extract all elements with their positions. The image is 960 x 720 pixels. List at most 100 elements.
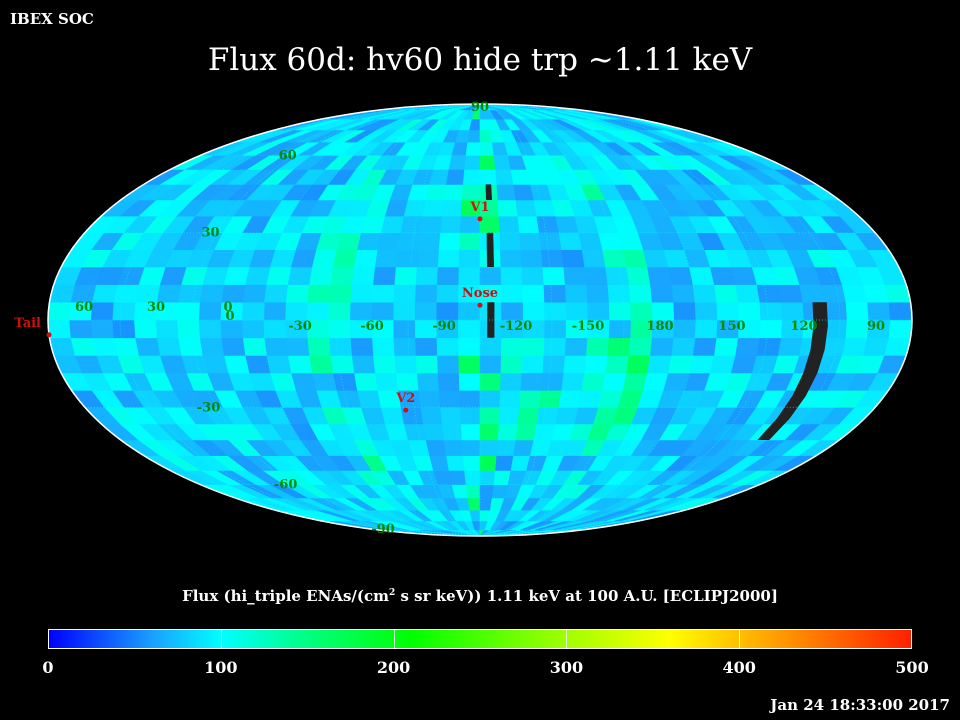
- flux-cell: [377, 232, 402, 250]
- flux-cell: [425, 439, 447, 456]
- flux-cell: [199, 284, 225, 303]
- flux-cell: [498, 406, 520, 425]
- flux-cell: [692, 337, 718, 356]
- flux-cell: [135, 337, 161, 356]
- flux-cell: [602, 249, 627, 268]
- latitude-label: -90: [371, 522, 395, 537]
- flux-cell: [558, 389, 583, 408]
- flux-cell: [372, 337, 396, 356]
- flux-cell: [467, 129, 481, 143]
- longitude-line: [407, 104, 481, 536]
- flux-cell: [756, 337, 782, 356]
- sky-map: 60 30 0 -30 -60 -90 90 60 30 0 -30 -60 -90 -120 -150 18…: [14, 100, 913, 537]
- flux-cell: [266, 355, 292, 374]
- flux-cell: [443, 439, 464, 456]
- flux-cell: [474, 104, 481, 111]
- flux-cell: [312, 249, 338, 268]
- colorbar-tick: [393, 630, 395, 648]
- flux-cell: [69, 319, 93, 339]
- flux-cell: [415, 337, 438, 356]
- flux-cell: [438, 389, 461, 408]
- flux-cell: [479, 337, 502, 356]
- flux-cell: [630, 301, 654, 321]
- graticule-labels: 60 30 0 -30 -60 -90 90 60 30 0 -30 -60 -90 -120 -150 18…: [75, 100, 885, 537]
- flux-cell: [459, 104, 481, 111]
- flux-cell: [422, 199, 445, 217]
- flux-cells: [48, 104, 912, 536]
- flux-cell: [462, 169, 481, 185]
- flux-cell: [586, 337, 610, 356]
- flux-cell: [156, 337, 183, 356]
- flux-cell: [464, 470, 481, 486]
- flux-cell: [694, 319, 718, 339]
- longitude-label: 0: [223, 300, 232, 315]
- flux-cell: [440, 215, 462, 233]
- longitude-label: 60: [75, 300, 93, 315]
- flux-cell: [626, 355, 651, 374]
- flux-cell: [587, 301, 610, 321]
- flux-cell: [671, 284, 696, 303]
- flux-cell: [354, 249, 379, 268]
- longitude-line: [479, 104, 553, 536]
- flux-cell: [306, 301, 330, 321]
- flux-cell: [245, 266, 271, 285]
- flux-cell: [515, 423, 538, 441]
- flux-cell: [460, 423, 481, 441]
- flux-cell: [458, 372, 481, 391]
- colorbar-tick-label: 400: [722, 658, 756, 677]
- colorbar-tick-label: 500: [895, 658, 929, 677]
- flux-cell: [561, 249, 586, 268]
- flux-cell: [563, 355, 587, 374]
- flux-cell: [458, 355, 481, 374]
- flux-cell: [436, 337, 460, 356]
- colorbar-tick: [566, 630, 568, 648]
- flux-cell: [564, 284, 588, 303]
- flux-cell: [479, 455, 498, 471]
- flux-cell: [520, 372, 544, 391]
- flux-cell: [668, 355, 694, 374]
- longitude-line: [479, 104, 841, 536]
- flux-cell: [479, 439, 499, 456]
- flux-cell: [439, 104, 481, 111]
- flux-cell: [558, 232, 583, 250]
- flux-cell: [443, 184, 464, 201]
- flux-cell: [418, 389, 441, 408]
- flux-cell: [845, 301, 870, 321]
- position-markers: V1 Nose V2 Tail: [14, 200, 498, 413]
- longitude-label: 90: [867, 319, 885, 334]
- flux-cell: [867, 301, 891, 321]
- flux-cell: [416, 249, 440, 268]
- flux-cell: [90, 301, 115, 321]
- hidden-bins: [485, 184, 828, 440]
- flux-cell: [393, 301, 416, 321]
- flux-cell: [500, 284, 524, 303]
- flux-cell: [372, 284, 396, 303]
- flux-cell: [608, 319, 632, 339]
- flux-cell: [351, 266, 376, 285]
- flux-cell: [521, 355, 545, 374]
- flux-cell: [328, 284, 353, 303]
- flux-cell: [841, 284, 868, 303]
- timestamp: Jan 24 18:33:00 2017: [770, 696, 950, 714]
- flux-cell: [479, 372, 502, 391]
- flux-cell: [673, 319, 697, 339]
- flux-cell: [441, 199, 463, 217]
- flux-cell: [781, 301, 805, 321]
- flux-cell: [543, 337, 567, 356]
- longitude-line: [263, 104, 481, 536]
- flux-cell: [673, 301, 697, 321]
- flux-cell: [266, 266, 292, 285]
- flux-cell: [542, 266, 566, 285]
- flux-cell: [333, 372, 358, 391]
- flux-cell: [330, 355, 355, 374]
- flux-cell: [540, 249, 565, 268]
- flux-cell: [415, 284, 438, 303]
- flux-cell: [113, 337, 140, 356]
- longitude-label: 120: [790, 319, 817, 334]
- flux-cell: [479, 266, 502, 285]
- flux-cell: [777, 284, 804, 303]
- flux-cell: [400, 215, 424, 233]
- colorbar-tick-label: 300: [549, 658, 584, 677]
- flux-cell: [285, 301, 309, 321]
- flux-cell: [403, 199, 427, 217]
